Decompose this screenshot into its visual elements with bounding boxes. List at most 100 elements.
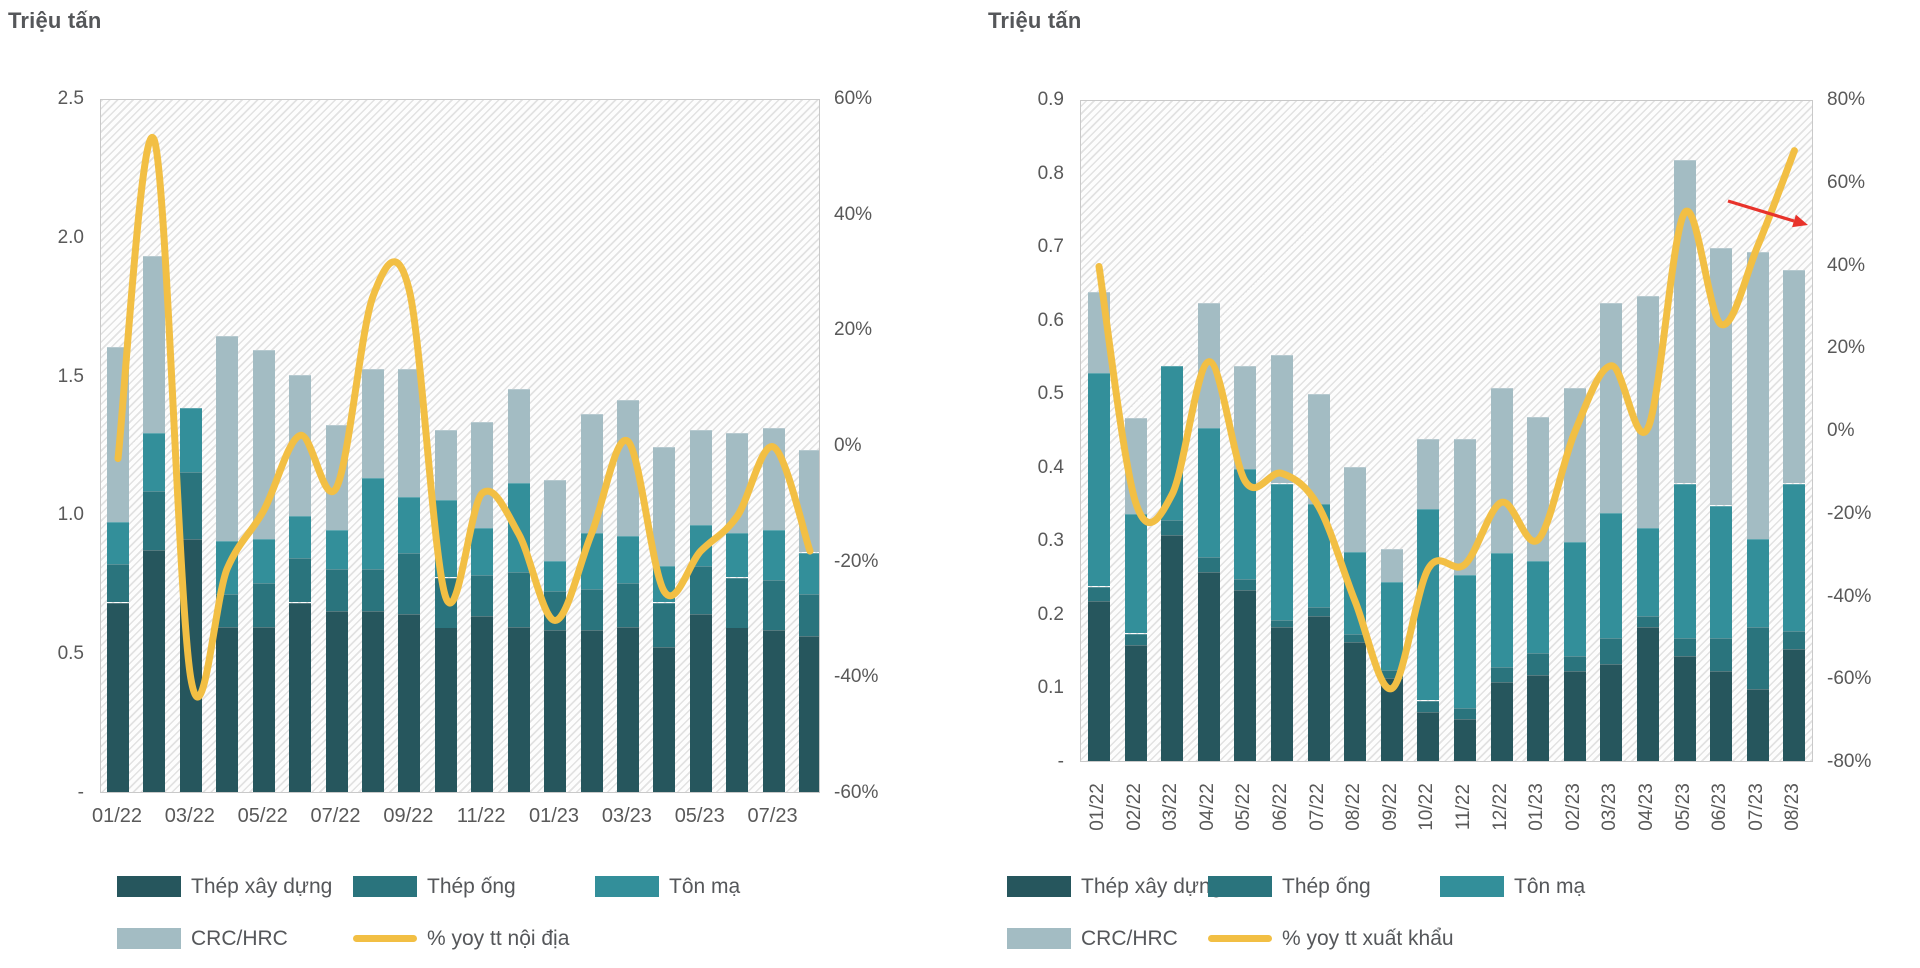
bar-segment-th-p-x-y-d-ng: [1710, 671, 1733, 761]
y-left-tick-label: 0.3: [1037, 530, 1064, 552]
left-chart-unit-title: Triệu tấn: [8, 8, 102, 33]
y-left-tick-label: 0.7: [1037, 236, 1064, 258]
x-tick-label: 07/22: [310, 805, 361, 827]
bar-segment-crc-hrc: [1783, 270, 1806, 484]
bar-segment-th-p-x-y-d-ng: [1490, 682, 1513, 761]
x-tick-label: 01/23: [529, 805, 580, 827]
x-tick-label: 06/23: [1709, 783, 1731, 831]
y-right-tick-label: -80%: [1827, 751, 1872, 772]
bar-segment-th-p-ng: [1417, 700, 1440, 712]
x-tick-label: 07/23: [747, 805, 798, 827]
bar-segment-crc-hrc: [799, 449, 819, 553]
legend-color-swatch: [1007, 876, 1071, 897]
y-left-tick-label: 2.0: [57, 226, 84, 248]
bar-segment-t-n-m-: [1783, 483, 1806, 631]
legend-label: Thép ống: [1282, 875, 1371, 898]
y-right-tick-label: -40%: [834, 666, 879, 688]
y-right-tick-label: 20%: [834, 319, 873, 341]
x-tick-label: 07/23: [1745, 783, 1767, 831]
bar-segment-t-n-m-: [799, 552, 819, 595]
x-tick-label: 08/22: [1343, 783, 1365, 831]
x-tick-label: 11/22: [1453, 783, 1474, 831]
bar-stack-08/23: [101, 100, 819, 792]
bar-segment-th-p-ng: [799, 594, 819, 636]
y-right-tick-label: -40%: [1827, 585, 1872, 607]
y-right-tick-label: 20%: [1827, 337, 1866, 359]
y-left-tick-label: -: [77, 782, 84, 803]
y-right-tick-label: 60%: [1827, 171, 1866, 193]
legend-color-swatch: [595, 876, 659, 897]
y-right-tick-label: 40%: [1827, 254, 1866, 276]
y-left-tick-label: 0.2: [1037, 603, 1064, 625]
legend-label: CRC/HRC: [1081, 927, 1178, 950]
legend-color-swatch: [117, 928, 181, 949]
y-right-tick-label: 80%: [1827, 89, 1866, 110]
y-left-tick-label: 0.6: [1037, 309, 1064, 331]
x-tick-label: 05/22: [237, 805, 288, 827]
legend-label: Tôn mạ: [669, 875, 741, 898]
plot-area: [100, 99, 820, 793]
legend-label: Thép xây dựng: [191, 875, 333, 898]
y-left-tick-label: 0.4: [1037, 456, 1064, 478]
x-tick-label: 09/22: [1379, 783, 1401, 831]
legend-line-swatch: [353, 935, 417, 942]
x-tick-label: 11/22: [456, 805, 506, 827]
y-left-tick-label: -: [1057, 751, 1064, 772]
x-tick-label: 09/22: [383, 805, 434, 827]
legend-color-swatch: [1007, 928, 1071, 949]
legend-label: Thép ống: [427, 875, 516, 898]
legend-label: Thép xây dựng: [1081, 875, 1223, 898]
x-tick-label: 04/22: [1196, 783, 1218, 831]
x-tick-label: 03/23: [601, 805, 652, 827]
x-tick-label: 03/23: [1599, 783, 1621, 831]
legend-color-swatch: [353, 876, 417, 897]
bar-segment-th-p-x-y-d-ng: [1527, 674, 1550, 761]
legend-label: Tôn mạ: [1514, 875, 1586, 898]
bar-segment-th-p-ng: [1783, 630, 1806, 649]
x-tick-label: 02/23: [1562, 783, 1584, 831]
bar-segment-th-p-x-y-d-ng: [1783, 649, 1806, 761]
legend-line-swatch: [1208, 935, 1272, 942]
x-tick-label: 01/22: [91, 805, 143, 827]
y-right-tick-label: 40%: [834, 203, 873, 225]
x-tick-label: 05/22: [1233, 783, 1255, 831]
legend-color-swatch: [117, 876, 181, 897]
bar-segment-th-p-x-y-d-ng: [1417, 711, 1440, 761]
x-tick-label: 05/23: [1672, 783, 1694, 831]
legend-color-swatch: [1440, 876, 1504, 897]
bar-segment-th-p-x-y-d-ng: [799, 635, 819, 792]
y-right-tick-label: 0%: [1827, 420, 1855, 441]
y-left-tick-label: 2.5: [57, 88, 84, 109]
y-left-tick-label: 0.5: [57, 643, 84, 665]
y-right-tick-label: -20%: [834, 550, 879, 572]
bar-segment-th-p-x-y-d-ng: [1454, 718, 1476, 761]
bar-segment-th-p-x-y-d-ng: [1563, 671, 1586, 761]
x-tick-label: 12/22: [1489, 783, 1511, 831]
x-tick-label: 06/22: [1270, 783, 1291, 831]
legend-color-swatch: [1208, 876, 1272, 897]
x-tick-label: 08/23: [1782, 783, 1804, 831]
legend-label: % yoy tt xuất khẩu: [1282, 927, 1454, 950]
x-tick-label: 07/22: [1306, 783, 1328, 831]
y-left-tick-label: 1.5: [57, 365, 84, 387]
plot-area: [1080, 100, 1813, 762]
y-right-tick-label: 0%: [834, 435, 862, 456]
bar-stack-08/23: [1081, 101, 1812, 761]
x-tick-label: 02/22: [1123, 783, 1145, 831]
legend-label: % yoy tt nội địa: [427, 927, 570, 950]
x-tick-label: 05/23: [674, 805, 725, 827]
bar-segment-th-p-x-y-d-ng: [1746, 689, 1769, 761]
x-tick-label: 10/22: [1416, 783, 1438, 831]
x-tick-label: 01/23: [1526, 783, 1548, 831]
y-left-tick-label: 0.5: [1037, 383, 1064, 405]
bar-segment-th-p-ng: [1454, 707, 1476, 719]
y-right-tick-label: -20%: [1827, 502, 1872, 524]
x-tick-label: 01/22: [1087, 783, 1108, 831]
y-left-tick-label: 1.0: [57, 504, 84, 526]
y-left-tick-label: 0.9: [1037, 89, 1064, 110]
bar-segment-th-p-x-y-d-ng: [1380, 678, 1403, 761]
y-right-tick-label: -60%: [834, 782, 879, 803]
y-right-tick-label: -60%: [1827, 668, 1872, 690]
y-left-tick-label: 0.1: [1037, 677, 1064, 699]
